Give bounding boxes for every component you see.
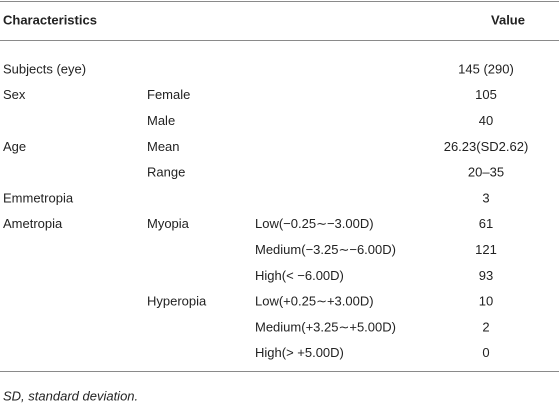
header-cell: Characteristics bbox=[3, 12, 97, 27]
table-cell: Medium(+3.25∼+5.00D) bbox=[255, 319, 396, 334]
table-cell: Emmetropia bbox=[3, 190, 74, 205]
table-cell: Male bbox=[147, 113, 175, 128]
table-cell: 93 bbox=[479, 268, 493, 283]
table-cell: Low(−0.25∼−3.00D) bbox=[255, 216, 374, 231]
table-cell: 0 bbox=[482, 345, 489, 360]
table-cell: Hyperopia bbox=[147, 294, 207, 309]
table-cell: Sex bbox=[3, 87, 26, 102]
table-cell: 2 bbox=[482, 319, 489, 334]
table-cell: 26.23(SD2.62) bbox=[444, 139, 529, 154]
table-cell: Medium(−3.25∼−6.00D) bbox=[255, 242, 396, 257]
footnote: SD, standard deviation. bbox=[3, 388, 138, 403]
table-cell: 10 bbox=[479, 294, 493, 309]
table-cell: Myopia bbox=[147, 216, 190, 231]
table-cell: Low(+0.25∼+3.00D) bbox=[255, 294, 374, 309]
table-cell: Female bbox=[147, 87, 190, 102]
table-cell: 105 bbox=[475, 87, 497, 102]
table-cell: Mean bbox=[147, 139, 180, 154]
table-cell: High(< −6.00D) bbox=[255, 268, 344, 283]
table-cell: 145 (290) bbox=[458, 61, 514, 76]
table-cell: 3 bbox=[482, 190, 489, 205]
table-cell: 20–35 bbox=[468, 165, 504, 180]
table-cell: Age bbox=[3, 139, 26, 154]
table-cell: 121 bbox=[475, 242, 497, 257]
table-cell: High(> +5.00D) bbox=[255, 345, 344, 360]
table-cell: 61 bbox=[479, 216, 493, 231]
table-cell: Subjects (eye) bbox=[3, 61, 86, 76]
header-cell: Value bbox=[491, 12, 525, 27]
table-cell: Ametropia bbox=[3, 216, 63, 231]
table-cell: 40 bbox=[479, 113, 493, 128]
table-cell: Range bbox=[147, 165, 185, 180]
